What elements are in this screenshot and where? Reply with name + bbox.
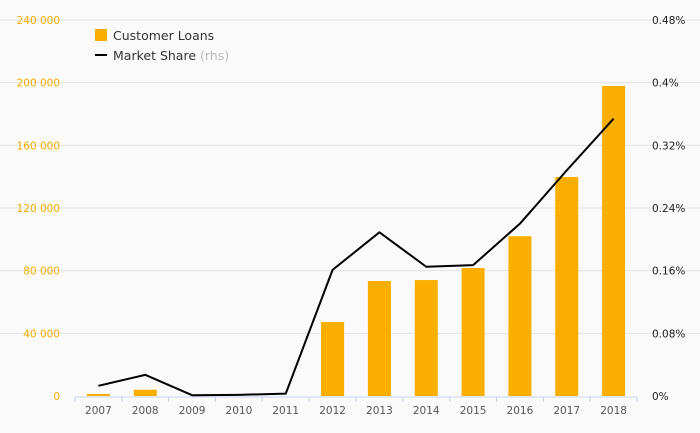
bar-2018 [602, 85, 626, 396]
left-tick-label: 240 000 [17, 15, 60, 27]
x-tick-label: 2018 [600, 405, 627, 417]
x-tick-label: 2008 [132, 405, 159, 417]
right-tick-label: 0.08% [652, 328, 685, 340]
x-tick-label: 2012 [319, 405, 346, 417]
left-tick-label: 160 000 [17, 140, 60, 152]
legend-label-share-text: Market Share [113, 48, 196, 63]
x-tick-label: 2017 [553, 405, 580, 417]
gridlines [0, 19, 700, 334]
bar-2017 [555, 176, 579, 396]
bar-2015 [461, 268, 485, 396]
bar-2014 [414, 280, 438, 396]
market-share-line [98, 118, 615, 397]
left-tick-label: 120 000 [17, 203, 60, 215]
left-tick-label: 0 [53, 391, 60, 403]
right-tick-label: 0.4% [652, 78, 679, 90]
legend-label-rhs: (rhs) [200, 48, 229, 63]
axes: 0 40 000 80 000 120 000 160 000 200 000 240 00… [17, 15, 686, 417]
legend: Customer Loans Market Share (rhs) [95, 28, 229, 63]
legend-label-share: Market Share (rhs) [113, 48, 229, 63]
x-tick-label: 2016 [507, 405, 534, 417]
bar-2008 [133, 389, 157, 396]
right-tick-label: 0.24% [652, 203, 685, 215]
right-tick-label: 0.16% [652, 266, 685, 278]
right-tick-label: 0.32% [652, 140, 685, 152]
x-tick-label: 2013 [366, 405, 393, 417]
left-tick-label: 200 000 [17, 78, 60, 90]
right-tick-label: 0.48% [652, 15, 685, 27]
bar-2016 [508, 236, 532, 396]
bar-2012 [321, 322, 345, 396]
bar-2013 [367, 281, 391, 396]
left-tick-label: 80 000 [23, 266, 60, 278]
line-series [98, 118, 615, 397]
legend-swatch-loans [95, 29, 107, 41]
x-tick-label: 2015 [460, 405, 487, 417]
legend-label-loans: Customer Loans [113, 28, 214, 43]
left-tick-label: 40 000 [23, 328, 60, 340]
x-tick-label: 2014 [413, 405, 440, 417]
x-tick-label: 2009 [179, 405, 206, 417]
bar-2007 [86, 393, 110, 396]
right-tick-label: 0% [652, 391, 669, 403]
x-tick-label: 2007 [85, 405, 112, 417]
x-tick-label: 2010 [226, 405, 253, 417]
bar-series [86, 85, 626, 396]
x-tick-label: 2011 [272, 405, 299, 417]
